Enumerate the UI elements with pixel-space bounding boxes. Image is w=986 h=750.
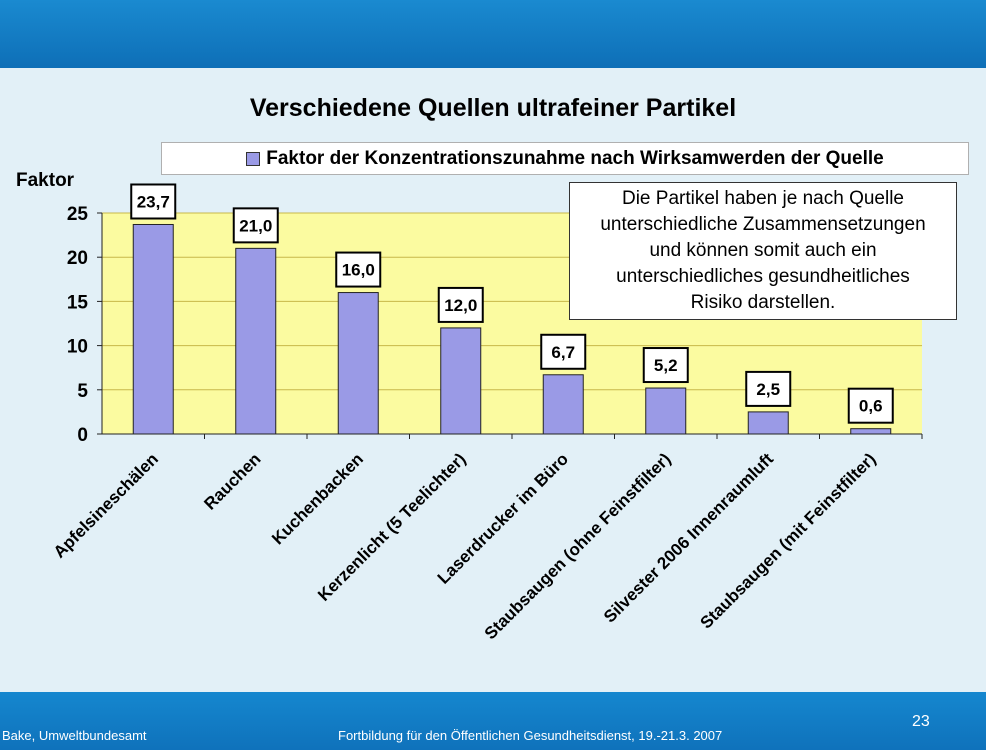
- x-tick-label: Rauchen: [200, 449, 264, 513]
- legend-label: Faktor der Konzentrationszunahme nach Wi…: [266, 147, 884, 169]
- bar: [850, 428, 892, 435]
- page-number: 23: [912, 713, 930, 730]
- data-label-box: [540, 333, 587, 370]
- x-tick-label: Staubsaugen (mit Feinstfilter): [696, 449, 879, 632]
- y-tick-label: 10: [67, 337, 88, 358]
- bar: [747, 411, 789, 435]
- bar: [440, 327, 482, 435]
- data-label: 5,2: [654, 356, 678, 375]
- annotation-box: Die Partikel haben je nach Quelle unters…: [569, 182, 957, 320]
- y-axis-label: Faktor: [16, 170, 75, 191]
- data-label: 2,5: [756, 380, 780, 399]
- data-label: 6,7: [551, 343, 575, 362]
- y-tick-label: 5: [77, 381, 88, 402]
- footer-author: Bake, Umweltbundesamt: [2, 728, 147, 743]
- x-tick-label: Staubsaugen (ohne Feinstfilter): [481, 449, 675, 643]
- x-tick-label: Silvester 2006 Innenraumluft: [600, 449, 777, 626]
- y-tick-label: 15: [67, 292, 89, 313]
- y-tick-label: 0: [77, 425, 88, 446]
- annotation-line: unterschiedliche Zusammensetzungen: [600, 214, 926, 235]
- chart-legend: Faktor der Konzentrationszunahme nach Wi…: [161, 142, 969, 175]
- bar: [645, 387, 687, 435]
- header-band: [0, 0, 986, 68]
- annotation-line: Die Partikel haben je nach Quelle: [621, 188, 904, 209]
- data-label-box: [847, 387, 894, 424]
- bar: [337, 292, 379, 435]
- data-label-box: [335, 251, 382, 288]
- y-tick-label: 20: [67, 248, 88, 269]
- data-label-box: [130, 183, 177, 220]
- bar: [132, 223, 174, 435]
- bar: [235, 247, 277, 435]
- data-label: 16,0: [342, 261, 375, 280]
- footer-event: Fortbildung für den Öffentlichen Gesundh…: [338, 728, 723, 743]
- annotation-line: und können somit auch ein: [649, 240, 877, 261]
- data-label: 21,0: [239, 216, 272, 235]
- x-tick-label: Kuchenbacken: [268, 449, 367, 548]
- y-tick-label: 25: [67, 204, 89, 225]
- data-label: 23,7: [137, 192, 170, 211]
- annotation-line: Risiko darstellen.: [690, 292, 836, 313]
- data-label-box: [437, 286, 484, 323]
- bar-chart: 0 5 10 15 20 25 23,7 Apfelsineschälen 21,0 Rauche…: [50, 183, 923, 643]
- data-label-box: [642, 347, 689, 384]
- data-label-box: [745, 370, 792, 407]
- legend-swatch: [246, 151, 261, 166]
- data-label: 12,0: [444, 296, 477, 315]
- annotation-line: unterschiedliches gesundheitliches: [616, 266, 910, 287]
- bar: [542, 374, 584, 435]
- data-label-box: [232, 207, 279, 244]
- data-label: 0,6: [859, 397, 883, 416]
- x-tick-label: Apfelsineschälen: [50, 449, 162, 561]
- chart-title: Verschiedene Quellen ultrafeiner Partike…: [249, 94, 737, 122]
- footer-band: [0, 692, 986, 750]
